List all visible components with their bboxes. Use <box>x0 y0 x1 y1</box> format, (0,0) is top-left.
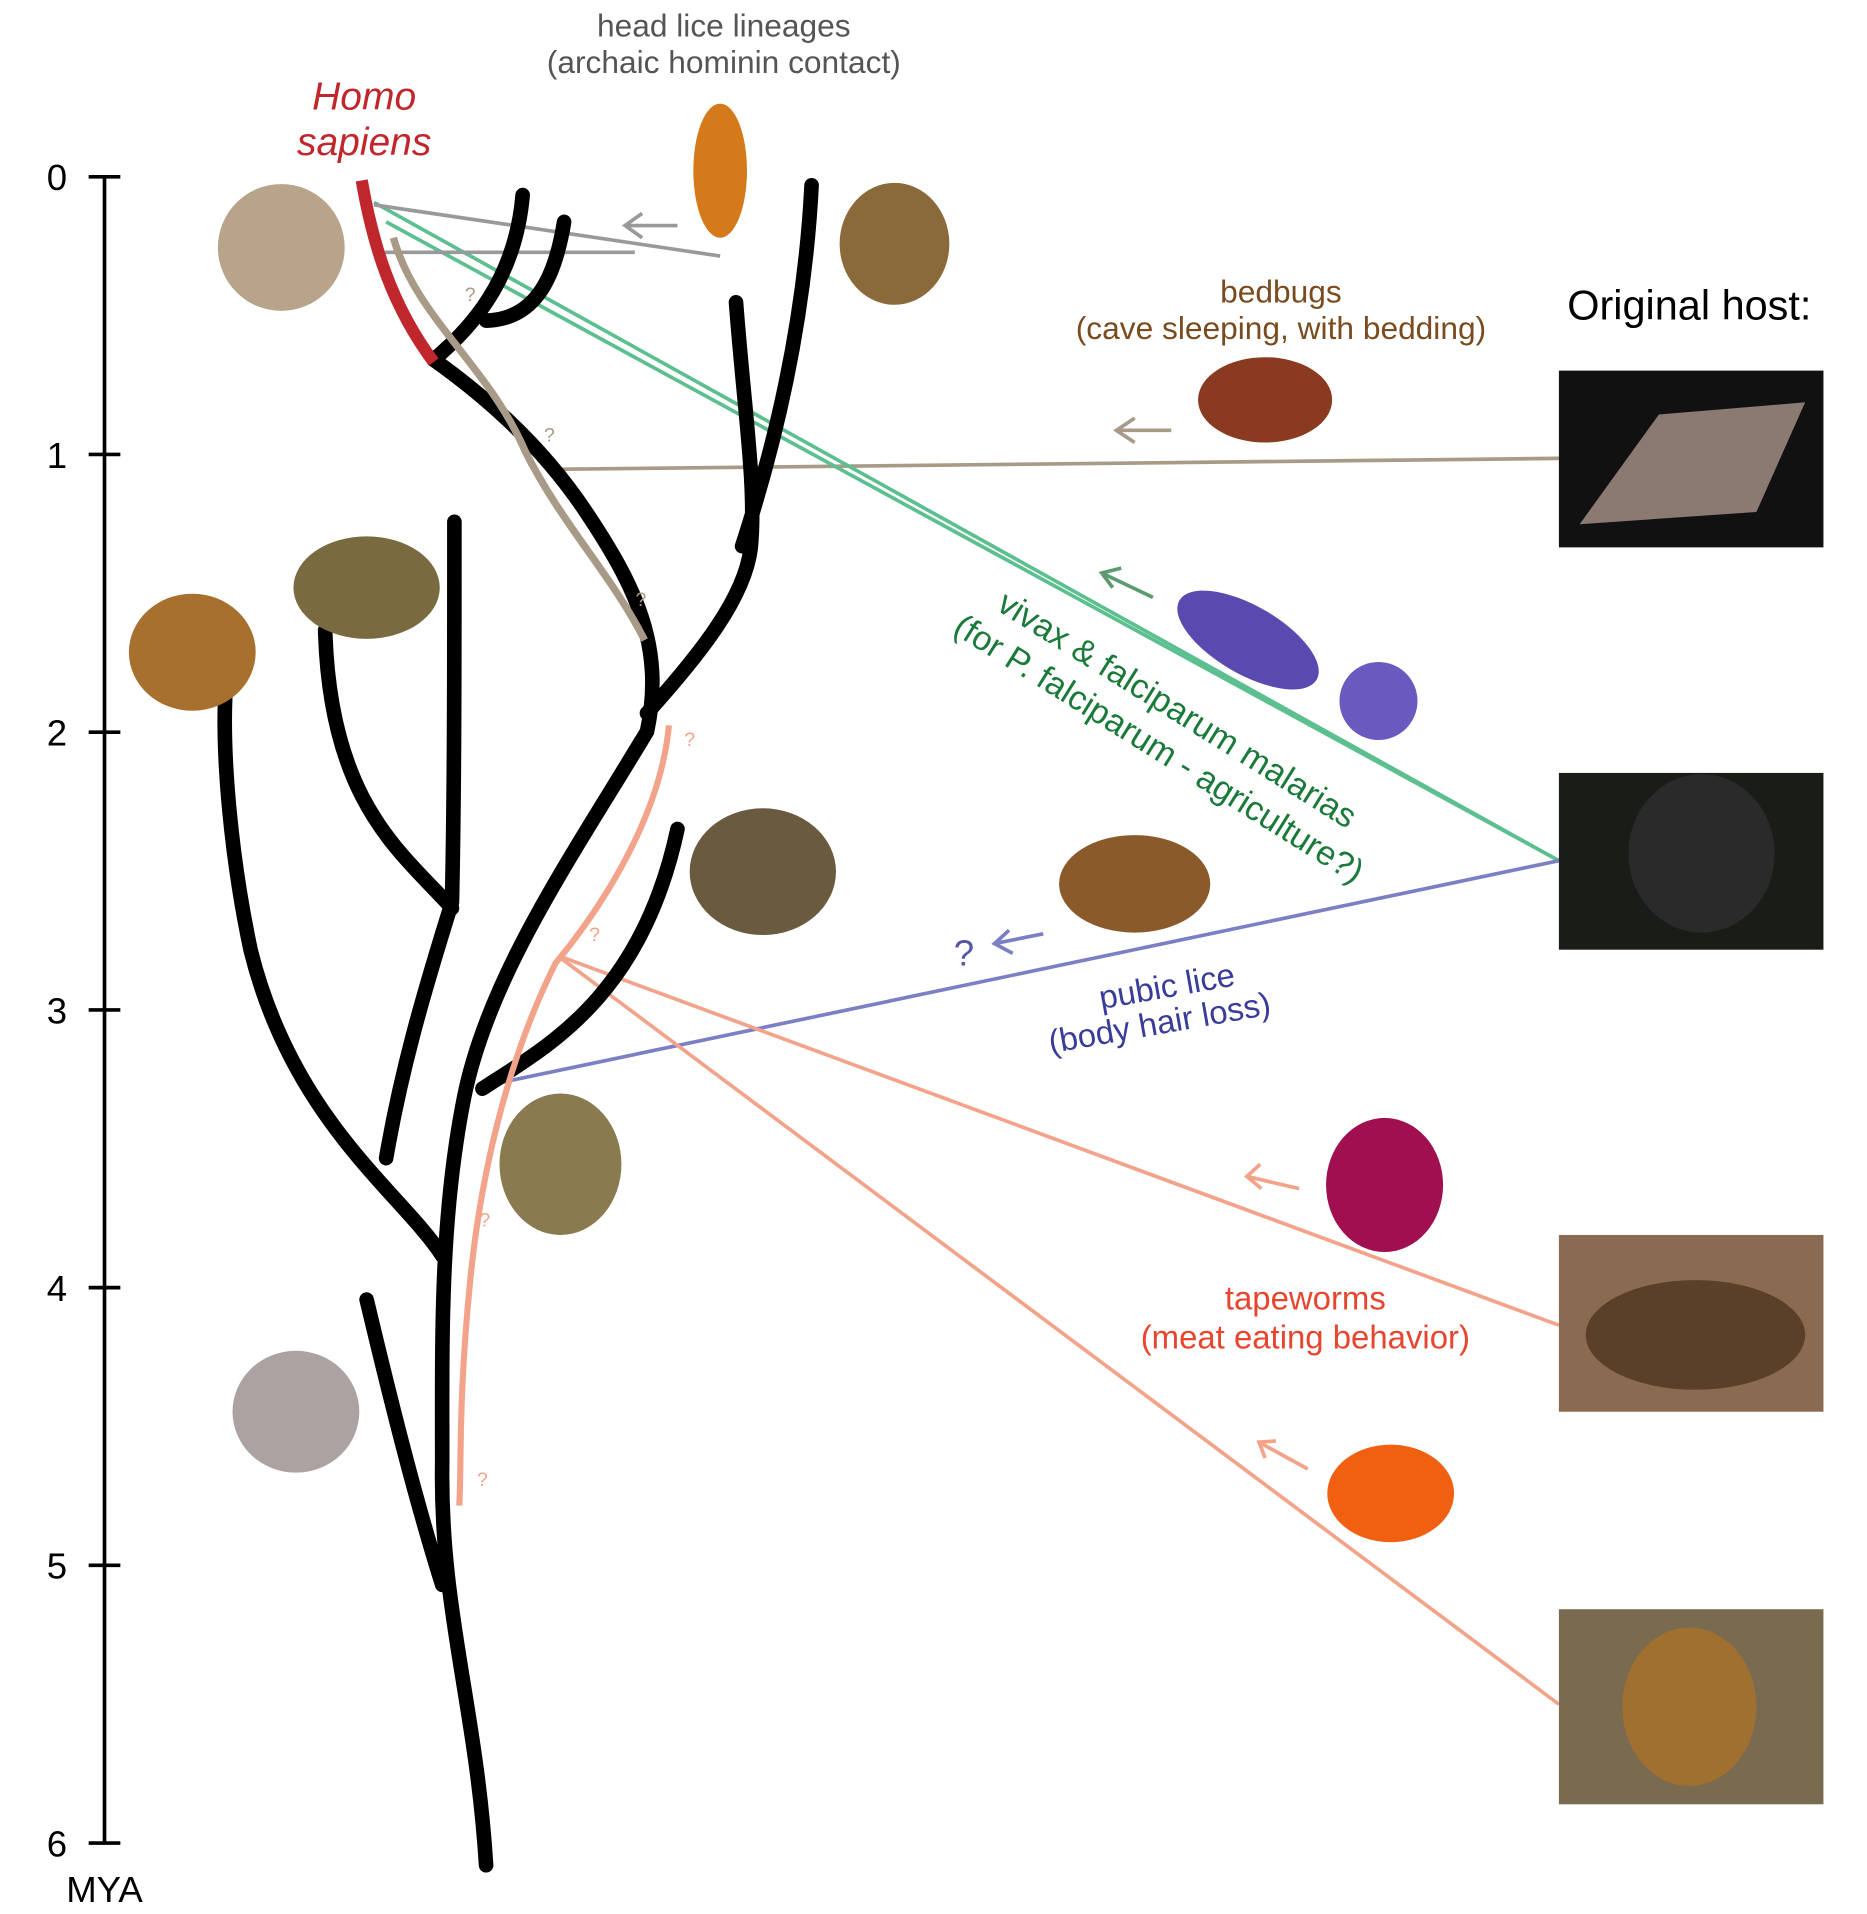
question-mark: ? <box>589 924 600 946</box>
question-mark: ? <box>635 589 646 611</box>
tick-label: 5 <box>47 1546 67 1587</box>
axis-label: MYA <box>66 1869 143 1910</box>
tick-label: 6 <box>47 1823 67 1864</box>
question-mark: ? <box>684 729 695 751</box>
bedbug-line <box>549 456 1559 472</box>
tick-label: 3 <box>47 990 67 1031</box>
arrows <box>621 211 1309 1471</box>
bedbugs-label: bedbugs <box>1220 273 1342 309</box>
head-lice-line <box>373 203 721 258</box>
original-host-label: Original host: <box>1567 281 1811 328</box>
head-lice-label: head lice lineages <box>597 8 851 44</box>
tapeworm-line <box>561 955 1560 1327</box>
malaria-line <box>373 200 1560 863</box>
head-lice-label: (archaic hominin contact) <box>547 44 901 80</box>
species-label: sapiens <box>297 121 431 164</box>
malaria-label: vivax & falciparum malarias <box>991 584 1363 836</box>
question-mark: ? <box>544 424 555 446</box>
illustrations <box>128 103 1455 1543</box>
tick-label: 0 <box>47 157 67 198</box>
species-label: Homo <box>312 76 416 119</box>
axis-ticks: 0 1 2 3 4 5 6 <box>47 157 121 1864</box>
hominin-tree <box>217 177 819 1873</box>
question-mark: ? <box>479 1209 490 1231</box>
tapeworm-path <box>456 725 672 1506</box>
question-mark: ? <box>477 1469 488 1491</box>
tick-label: 1 <box>47 435 67 476</box>
bedbug-path <box>389 236 648 642</box>
uncertainty-marks: ??????? <box>465 284 695 1491</box>
pubic-lice-label: ? <box>954 933 974 974</box>
malaria-line <box>385 220 1560 863</box>
tapeworms-label: tapeworms <box>1225 1279 1386 1316</box>
tapeworms-label: (meat eating behavior) <box>1141 1318 1470 1355</box>
tick-label: 4 <box>47 1268 67 1309</box>
host-photos <box>1558 370 1824 1805</box>
bedbugs-label: (cave sleeping, with bedding) <box>1076 310 1486 346</box>
tapeworm-line <box>558 955 1560 1706</box>
tick-label: 2 <box>47 713 67 754</box>
homo-sapiens-branch <box>355 179 439 366</box>
question-mark: ? <box>465 284 476 306</box>
